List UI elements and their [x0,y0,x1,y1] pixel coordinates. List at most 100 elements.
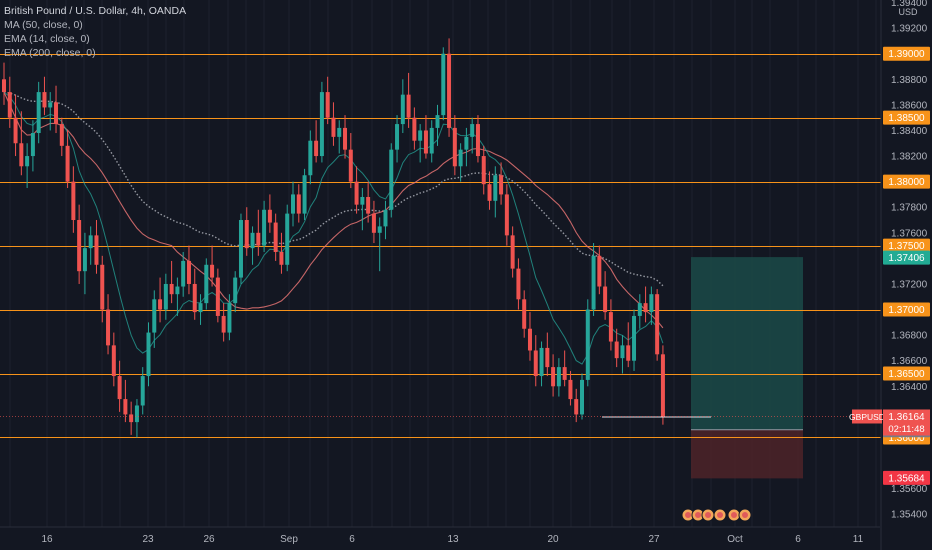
candle[interactable] [42,76,47,116]
candle[interactable] [204,258,209,310]
price-tick[interactable]: 1.38200 [891,152,928,163]
candle[interactable] [504,184,509,246]
candle[interactable] [562,350,567,387]
horizontal-levels[interactable] [0,54,881,438]
candle[interactable] [649,286,654,325]
target-zone[interactable] [691,257,803,430]
candle[interactable] [551,354,556,397]
candle[interactable] [13,94,18,157]
candle[interactable] [331,102,336,146]
candle[interactable] [337,120,342,154]
event-marker-icon[interactable] [681,508,695,522]
candle[interactable] [499,162,504,205]
candle[interactable] [614,328,619,368]
candle[interactable] [475,115,480,163]
candle[interactable] [423,115,428,159]
candle[interactable] [238,213,243,284]
candle[interactable] [655,289,660,361]
candle[interactable] [319,81,324,163]
time-tick[interactable]: 23 [142,534,154,545]
legend-indicator-ema200[interactable]: EMA (200, close, 0) [4,47,96,59]
candle[interactable] [273,213,278,261]
price-tick[interactable]: 1.35400 [891,510,928,521]
candle[interactable] [30,120,35,172]
candle[interactable] [134,399,139,438]
candle[interactable] [348,133,353,189]
price-axis[interactable]: 1.39400 1.39200 1.38800 1.38600 1.38400 1.382… [891,0,928,521]
candle[interactable] [54,85,59,134]
candle[interactable] [371,200,376,244]
candle[interactable] [620,335,625,374]
candle[interactable] [186,245,191,295]
candle[interactable] [360,188,365,231]
candle[interactable] [522,290,527,338]
candle[interactable] [580,373,584,420]
candle[interactable] [626,322,631,368]
candle[interactable] [487,171,492,210]
candle[interactable] [585,299,590,387]
price-tick[interactable]: 1.38400 [891,126,928,137]
candle[interactable] [395,115,400,163]
candle[interactable] [100,255,105,323]
candle[interactable] [458,143,463,182]
candle[interactable] [7,76,12,128]
time-tick[interactable]: 20 [547,534,559,545]
candle[interactable] [539,341,544,387]
price-tick[interactable]: 1.36800 [891,331,928,342]
candle[interactable] [146,322,151,387]
event-marker-icon[interactable] [701,508,715,522]
candle[interactable] [435,104,440,146]
legend-indicator-ema14[interactable]: EMA (14, close, 0) [4,33,90,45]
candle[interactable] [429,120,434,163]
candle[interactable] [389,143,394,218]
candle[interactable] [418,124,423,163]
price-tick[interactable]: 1.38600 [891,100,928,111]
candle[interactable] [19,111,24,176]
candle[interactable] [250,226,255,265]
candle[interactable] [36,81,41,144]
candle[interactable] [470,117,475,154]
candle[interactable] [175,277,180,316]
candle[interactable] [516,258,521,310]
candle[interactable] [198,294,203,325]
candle[interactable] [354,166,359,214]
candle[interactable] [65,130,70,189]
candle[interactable] [2,62,6,105]
candle[interactable] [77,204,82,284]
candle[interactable] [568,370,573,406]
candle[interactable] [637,294,642,329]
candle[interactable] [169,260,174,304]
candle[interactable] [377,217,382,272]
candle[interactable] [221,303,226,342]
candle[interactable] [603,271,608,320]
candle[interactable] [545,332,550,377]
time-tick[interactable]: 6 [349,534,355,545]
overlay-lines[interactable] [0,415,881,418]
candle[interactable] [452,115,457,176]
candle[interactable] [111,332,116,387]
candle[interactable] [262,200,267,252]
price-tick[interactable]: 1.38800 [891,75,928,86]
candle[interactable] [106,294,111,355]
candle[interactable] [71,166,76,233]
price-tick[interactable]: 1.37800 [891,203,928,214]
candle[interactable] [481,145,486,195]
candle[interactable] [285,204,290,272]
candle[interactable] [412,107,417,150]
candle[interactable] [94,220,99,274]
candle[interactable] [325,76,330,125]
candle[interactable] [227,294,232,341]
candle[interactable] [267,194,272,233]
time-tick[interactable]: 6 [795,534,801,545]
price-tick[interactable]: 1.37600 [891,228,928,239]
candle[interactable] [383,200,388,240]
time-axis[interactable]: 16 23 26 Sep 6 13 20 27 Oct 6 11 [41,534,863,545]
candle[interactable] [152,290,157,348]
candle[interactable] [117,360,122,412]
candle[interactable] [48,92,53,131]
candle[interactable] [608,299,613,351]
event-marker-icon[interactable] [727,508,741,522]
candle[interactable] [215,268,220,323]
time-tick[interactable]: Oct [727,534,743,545]
